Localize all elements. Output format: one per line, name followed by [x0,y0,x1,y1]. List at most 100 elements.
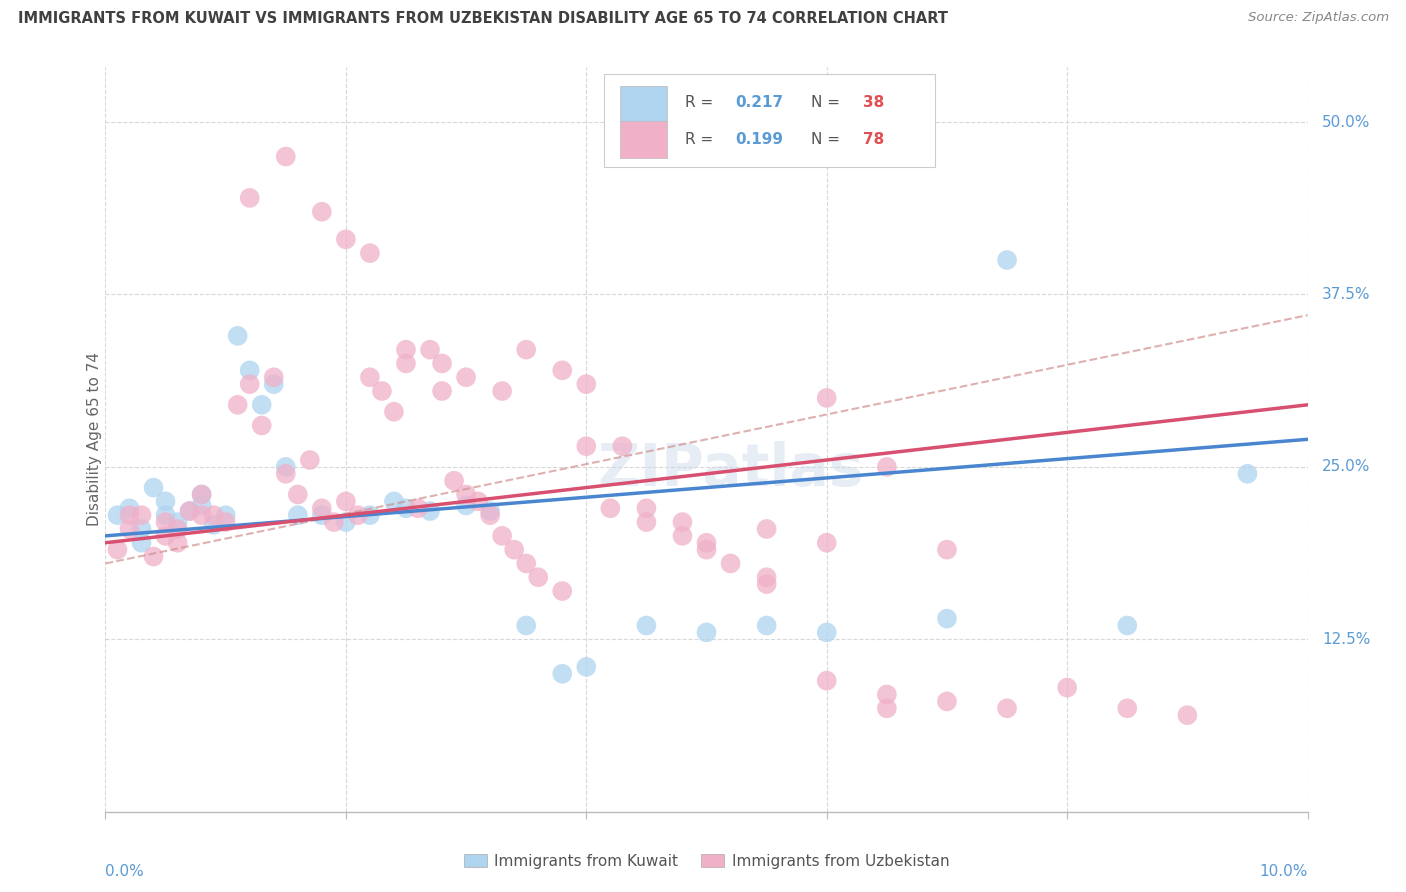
Point [311,501,333,516]
Point [696,542,718,557]
Point [155,529,177,543]
Point [335,232,357,246]
Point [359,246,381,260]
Point [636,501,658,516]
Point [1236,467,1258,481]
Point [815,391,838,405]
Text: 0.217: 0.217 [735,95,783,110]
Point [142,549,165,564]
Point [179,504,201,518]
Text: 0.199: 0.199 [735,132,783,146]
Point [239,191,262,205]
Text: 25.0%: 25.0% [1322,459,1371,475]
Point [671,515,693,529]
Point [696,535,718,549]
Point [214,515,236,529]
Point [395,501,418,516]
Point [239,363,262,377]
Point [359,508,381,523]
Text: 12.5%: 12.5% [1322,632,1371,647]
Point [815,535,838,549]
Point [322,515,344,529]
Point [419,504,441,518]
Text: 50.0%: 50.0% [1322,114,1371,129]
Point [515,343,537,357]
Point [671,529,693,543]
Point [382,405,405,419]
Point [876,701,898,715]
Point [936,542,959,557]
Point [107,542,129,557]
Point [479,504,502,518]
Point [359,370,381,384]
Point [406,501,429,516]
Point [467,494,489,508]
Point [155,515,177,529]
Point [311,204,333,219]
Point [131,522,153,536]
Point [755,618,778,632]
Point [454,487,477,501]
Point [250,398,273,412]
Point [107,508,129,523]
Point [142,481,165,495]
Text: 10.0%: 10.0% [1260,863,1308,879]
Point [527,570,550,584]
Point [575,439,598,453]
Point [274,467,297,481]
Point [876,459,898,474]
Point [131,508,153,523]
Point [263,370,285,384]
Point [190,508,212,523]
Point [430,356,453,370]
Legend: Immigrants from Kuwait, Immigrants from Uzbekistan: Immigrants from Kuwait, Immigrants from … [457,847,956,875]
Text: 38: 38 [863,95,884,110]
Point [636,618,658,632]
Point [696,625,718,640]
Point [936,612,959,626]
Point [575,377,598,392]
Point [454,370,477,384]
Point [347,508,370,523]
Point [226,398,249,412]
Point [936,694,959,708]
Point [166,522,188,536]
Point [755,522,778,536]
Point [118,508,141,523]
FancyBboxPatch shape [620,86,666,122]
Text: ZIPatlas: ZIPatlas [598,441,863,498]
Point [298,453,321,467]
Point [311,508,333,523]
Point [636,515,658,529]
Y-axis label: Disability Age 65 to 74: Disability Age 65 to 74 [87,352,101,526]
Point [395,343,418,357]
Point [155,494,177,508]
Point [1056,681,1078,695]
Text: R =: R = [685,132,718,146]
Point [755,570,778,584]
Point [443,474,465,488]
Point [491,529,513,543]
Point [551,363,574,377]
Point [995,252,1018,267]
Point [419,343,441,357]
Point [287,508,309,523]
FancyBboxPatch shape [605,74,935,168]
Point [335,515,357,529]
Point [118,522,141,536]
Point [612,439,634,453]
Point [430,384,453,398]
Point [335,494,357,508]
Point [720,557,742,571]
Point [382,494,405,508]
Point [551,584,574,599]
Point [395,356,418,370]
Point [503,542,526,557]
Point [166,515,188,529]
Point [214,508,236,523]
Point [274,150,297,164]
Point [287,487,309,501]
Point [755,577,778,591]
Point [274,459,297,474]
Point [815,673,838,688]
